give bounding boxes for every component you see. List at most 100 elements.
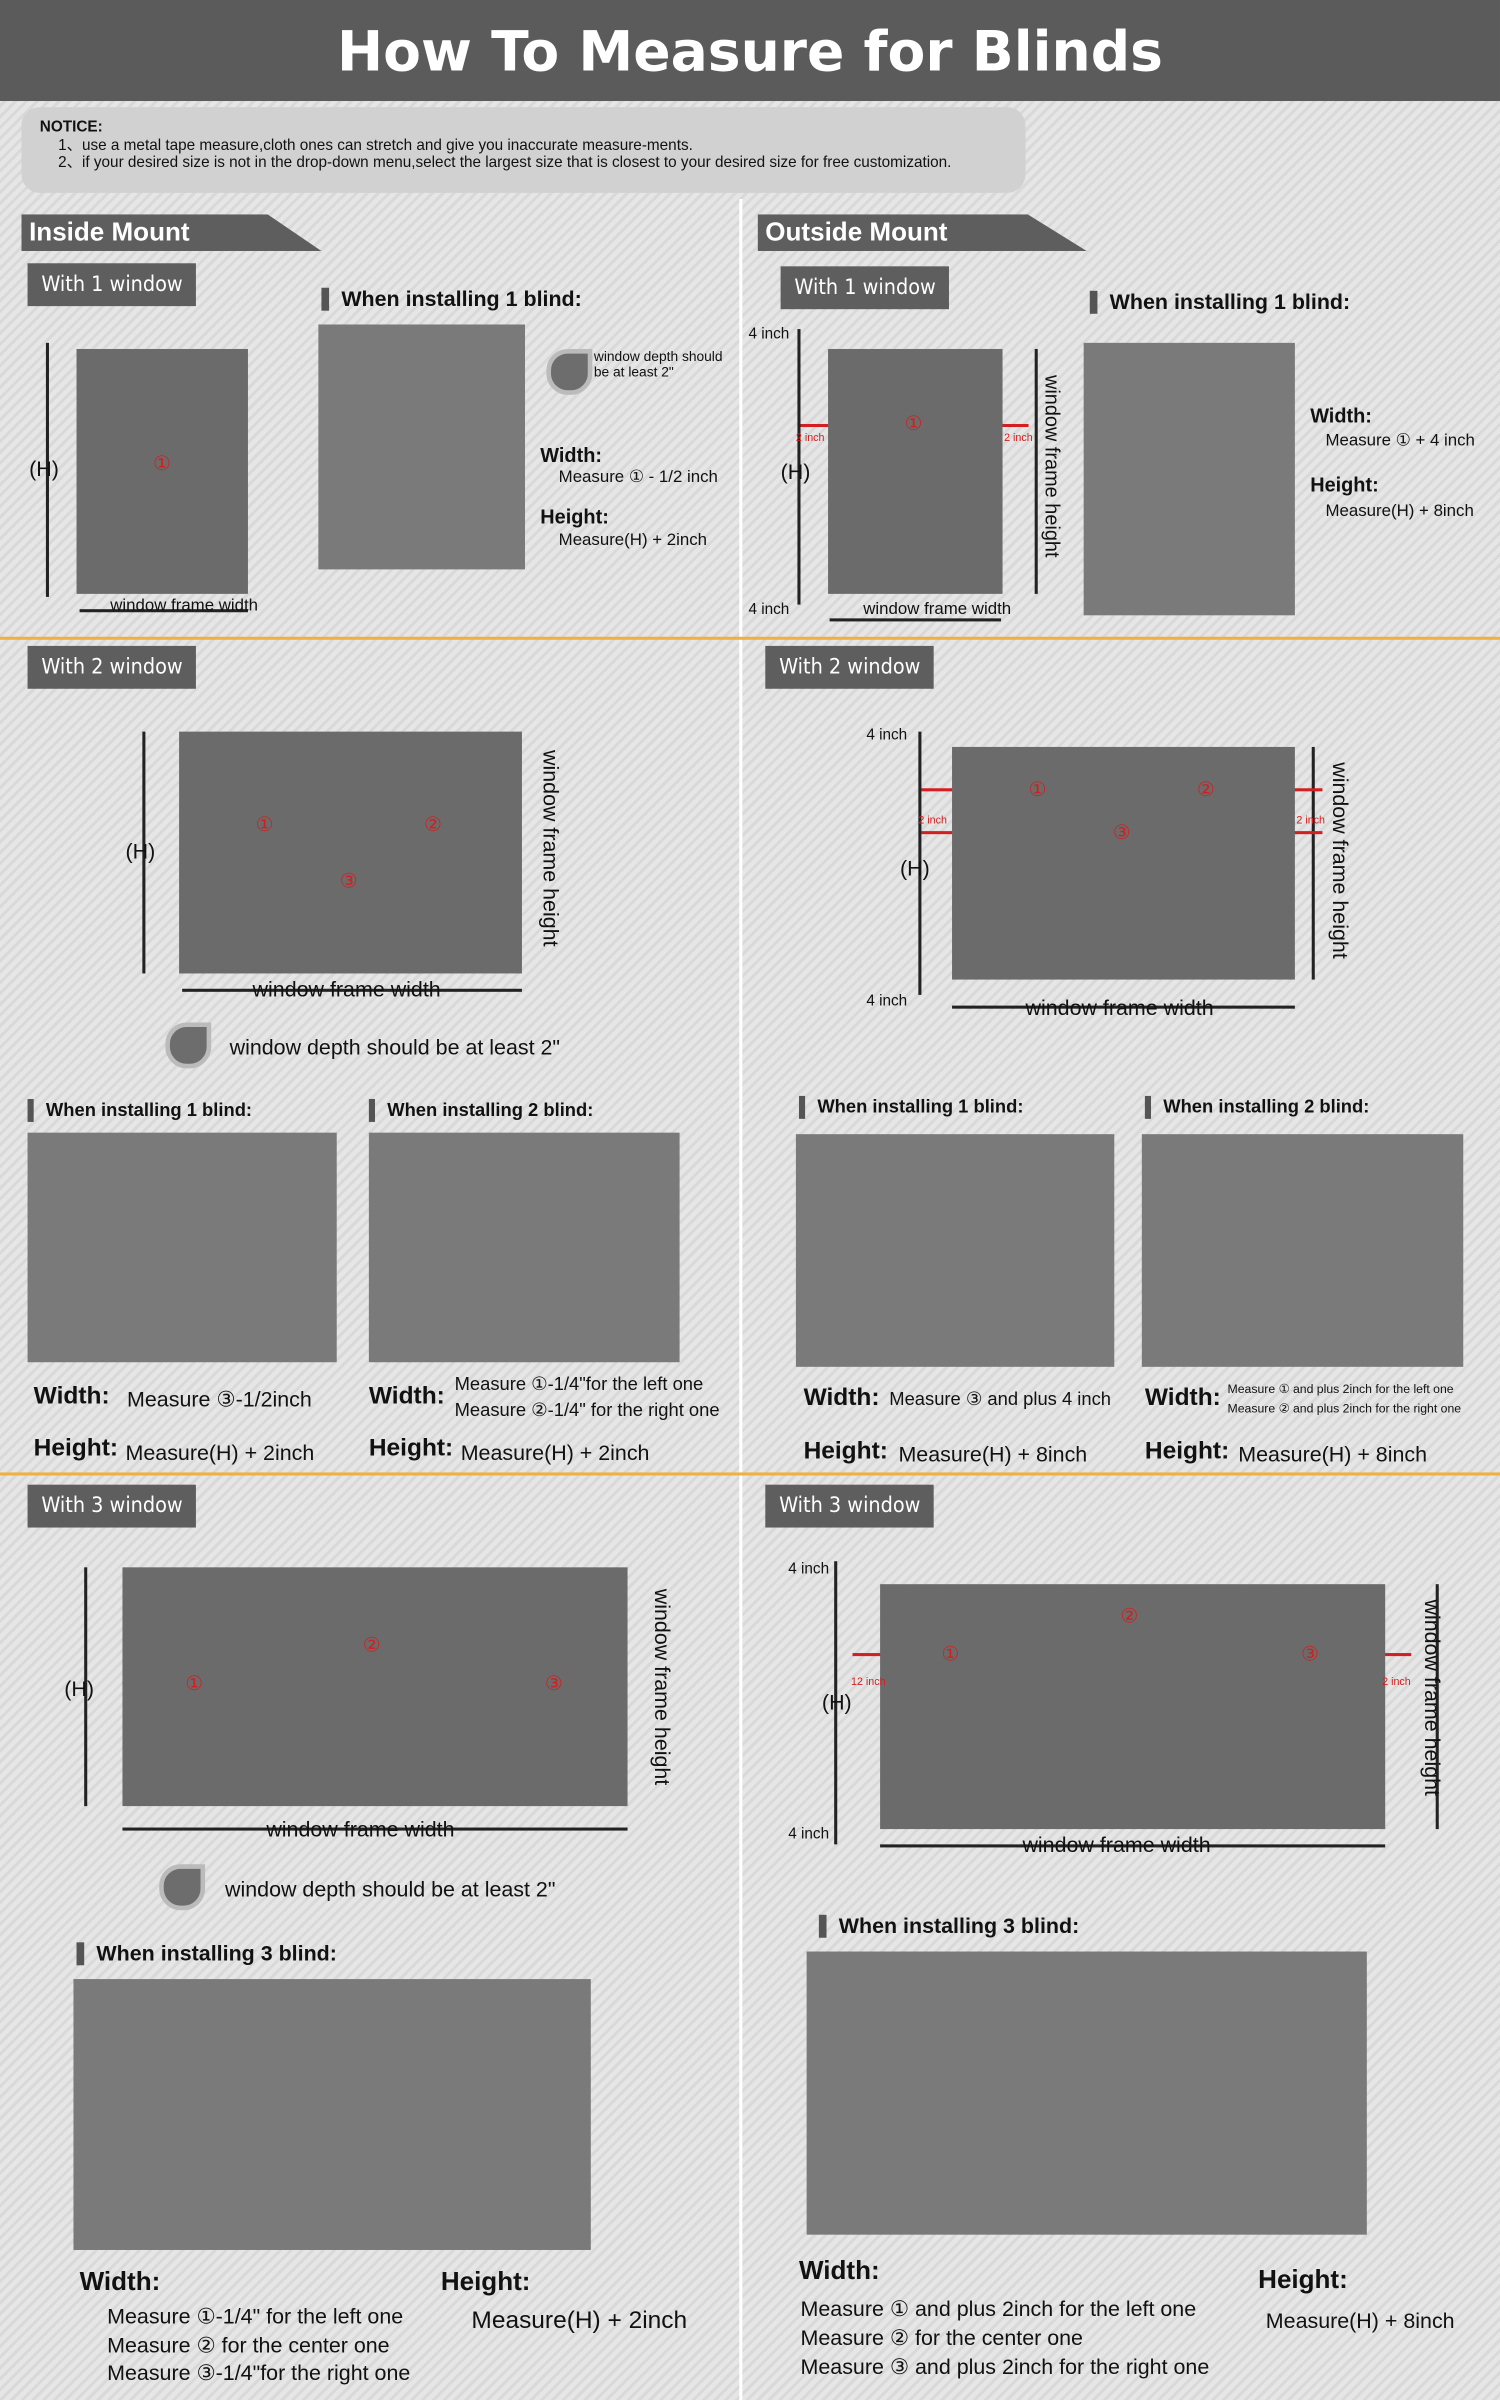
measure-3-marker: ③ (1301, 1642, 1319, 1666)
measure-line (829, 618, 1002, 621)
height-label: Height: (803, 1438, 888, 1465)
install-label: When installing 3 blind: (818, 1914, 1079, 1938)
measure-line (797, 329, 800, 605)
h-label: (H) (125, 838, 156, 864)
height-value: Measure(H) + 2inch (558, 531, 707, 550)
h-label: (H) (64, 1676, 95, 1701)
h-label: (H) (821, 1689, 852, 1715)
two-inch-label: 2 inch (1382, 1677, 1411, 1689)
h-label: (H) (899, 855, 930, 881)
frame-height-label: window frame height (538, 749, 564, 947)
two-inch-label: 2 inch (918, 815, 947, 827)
width-label: Width: (1144, 1385, 1221, 1412)
width-value: Measure ①-1/4" for the left one (107, 2303, 404, 2329)
width-value: Measure ③-1/4"for the right one (107, 2360, 411, 2385)
frame-width-label: window frame width (110, 596, 259, 616)
measure-line (142, 731, 145, 974)
frame-width-label: window frame width (1025, 994, 1214, 1020)
measure-1-marker: ① (185, 1671, 204, 1695)
install-label: When installing 3 blind: (76, 1942, 337, 1966)
width-value: Measure ③-1/2inch (127, 1386, 312, 1412)
measure-line (45, 342, 49, 597)
notice-item: 2、if your desired size is not in the dro… (58, 154, 952, 172)
window-illustration (880, 1584, 1386, 1830)
blind-illustration (368, 1132, 680, 1363)
measure-1-marker: ① (153, 451, 171, 475)
height-label: Height: (440, 2266, 531, 2296)
install-label: When installing 2 blind: (1144, 1095, 1369, 1119)
width-value: Measure ② and plus 2inch for the right o… (1227, 1402, 1462, 1416)
height-label: Height: (368, 1435, 454, 1462)
install-label: When installing 1 blind: (1089, 290, 1350, 314)
measure-line (1435, 1584, 1438, 1830)
measure-line (122, 1827, 628, 1830)
width-label: Width: (803, 1385, 880, 1412)
page-title: How To Measure for Blinds (0, 0, 1500, 102)
depth-note: window depth should be at least 2" (229, 1034, 561, 1060)
measure-line (1034, 348, 1037, 594)
measure-line (79, 609, 248, 612)
badge-with-1-window: With 1 window (780, 266, 950, 310)
height-value: Measure(H) + 8inch (898, 1441, 1088, 1467)
outside-mount-heading: Outside Mount (757, 214, 1087, 252)
blind-illustration (806, 1951, 1367, 2235)
notice-item: 1、use a metal tape measure,cloth ones ca… (58, 136, 693, 154)
frame-height-label: window frame height (1040, 374, 1064, 558)
width-value: Measure ③ and plus 2inch for the right o… (800, 2354, 1210, 2379)
four-inch-label: 4 inch (788, 1561, 830, 1579)
frame-height-label: window frame height (650, 1588, 675, 1786)
frame-height-label: window frame height (1420, 1599, 1445, 1797)
blind-illustration (795, 1134, 1115, 1367)
frame-width-label: window frame width (863, 599, 1012, 619)
window-illustration (179, 731, 522, 974)
notice-heading: NOTICE: (39, 119, 103, 137)
window-illustration (122, 1567, 628, 1807)
width-value: Measure ② for the center one (107, 2332, 390, 2358)
width-label: Width: (540, 443, 603, 467)
two-inch-label: 2 inch (1296, 815, 1326, 827)
measure-line (84, 1567, 87, 1807)
badge-with-2-window: With 2 window (765, 645, 935, 689)
blind-illustration (27, 1132, 337, 1363)
frame-width-label: window frame width (1022, 1832, 1211, 1857)
height-value: Measure(H) + 8inch (1325, 502, 1474, 521)
measure-line (834, 1561, 837, 1845)
window-illustration (76, 348, 248, 594)
height-value: Measure(H) + 8inch (1238, 1441, 1428, 1467)
measure-3-marker: ③ (1112, 820, 1131, 844)
four-inch-label: 4 inch (748, 601, 790, 619)
frame-width-label: window frame width (266, 1816, 455, 1842)
install-label: When installing 1 blind: (321, 287, 582, 311)
depth-icon (165, 1022, 212, 1069)
install-label: When installing 2 blind: (368, 1098, 593, 1122)
column-divider (739, 198, 743, 2400)
depth-icon (159, 1864, 206, 1911)
notice-box: NOTICE: 1、use a metal tape measure,cloth… (21, 107, 1026, 193)
h-label: (H) (29, 456, 59, 481)
four-inch-label: 4 inch (748, 326, 790, 343)
four-inch-label: 4 inch (788, 1826, 830, 1843)
badge-with-1-window: With 1 window (27, 263, 197, 307)
measure-2-marker: ② (423, 812, 442, 836)
height-value: Measure(H) + 2inch (471, 2308, 688, 2335)
width-value: Measure ③ and plus 4 inch (889, 1388, 1111, 1410)
width-label: Width: (798, 2256, 880, 2286)
height-label: Height: (1258, 2265, 1348, 2295)
height-label: Height: (540, 505, 609, 529)
width-value: Measure ① and plus 2inch for the left on… (800, 2295, 1197, 2321)
badge-with-3-window: With 3 window (765, 1484, 935, 1528)
frame-width-label: window frame width (252, 976, 441, 1002)
install-label: When installing 1 blind: (798, 1095, 1023, 1119)
depth-note: window depth should be at least 2" (224, 1876, 556, 1902)
inside-mount-heading: Inside Mount (21, 214, 322, 252)
blind-illustration (1083, 342, 1295, 616)
measure-3-marker: ③ (339, 869, 358, 893)
width-value: Measure ① + 4 inch (1325, 431, 1475, 450)
width-value: Measure ① - 1/2 inch (558, 468, 718, 487)
height-value: Measure(H) + 2inch (125, 1440, 315, 1465)
two-inch-label: 2 inch (795, 433, 825, 444)
install-label: When installing 1 blind: (27, 1098, 252, 1122)
section-divider (0, 1472, 1500, 1476)
measure-2-marker: ② (1120, 1604, 1139, 1628)
measure-1-marker: ① (904, 411, 923, 435)
